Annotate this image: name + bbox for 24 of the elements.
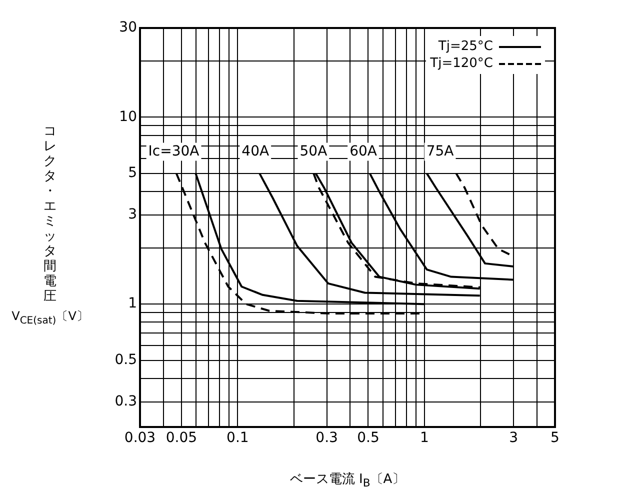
annotation: 40A: [242, 143, 270, 160]
x-tick-label: 0.03: [124, 430, 156, 446]
y-tick-label: 1: [128, 296, 137, 312]
text: コレクタ・エミッタ間電圧V$_{CE(sat)}$〔V〕: [12, 124, 88, 326]
y-tick-label: 30: [119, 20, 137, 36]
y-tick-label: 0.5: [114, 352, 137, 368]
y-tick-label: 3: [128, 206, 137, 223]
y-tick-label: 5: [128, 165, 137, 182]
x-tick-label: 0.1: [226, 430, 249, 446]
legend-label: Tj=120°C: [430, 55, 493, 72]
legend-label: Tj=25°C: [438, 38, 493, 55]
x-axis-title: ベース電流 I$_{B}$〔A〕: [288, 471, 406, 490]
annotation: 75A: [426, 143, 454, 160]
annotation: 50A: [300, 143, 328, 160]
x-tick-label: 0.05: [166, 430, 198, 446]
annotation: Ic=30A: [148, 143, 200, 160]
x-tick-label: 1: [420, 430, 429, 446]
y-tick-label: 10: [119, 108, 137, 125]
x-tick-label: 0.5: [357, 430, 380, 446]
x-tick-label: 0.3: [316, 430, 338, 446]
x-tick-label: 3: [509, 430, 518, 446]
x-tick-label: 5: [550, 430, 560, 446]
y-tick-label: 0.3: [114, 393, 137, 410]
annotation: 60A: [350, 143, 378, 160]
